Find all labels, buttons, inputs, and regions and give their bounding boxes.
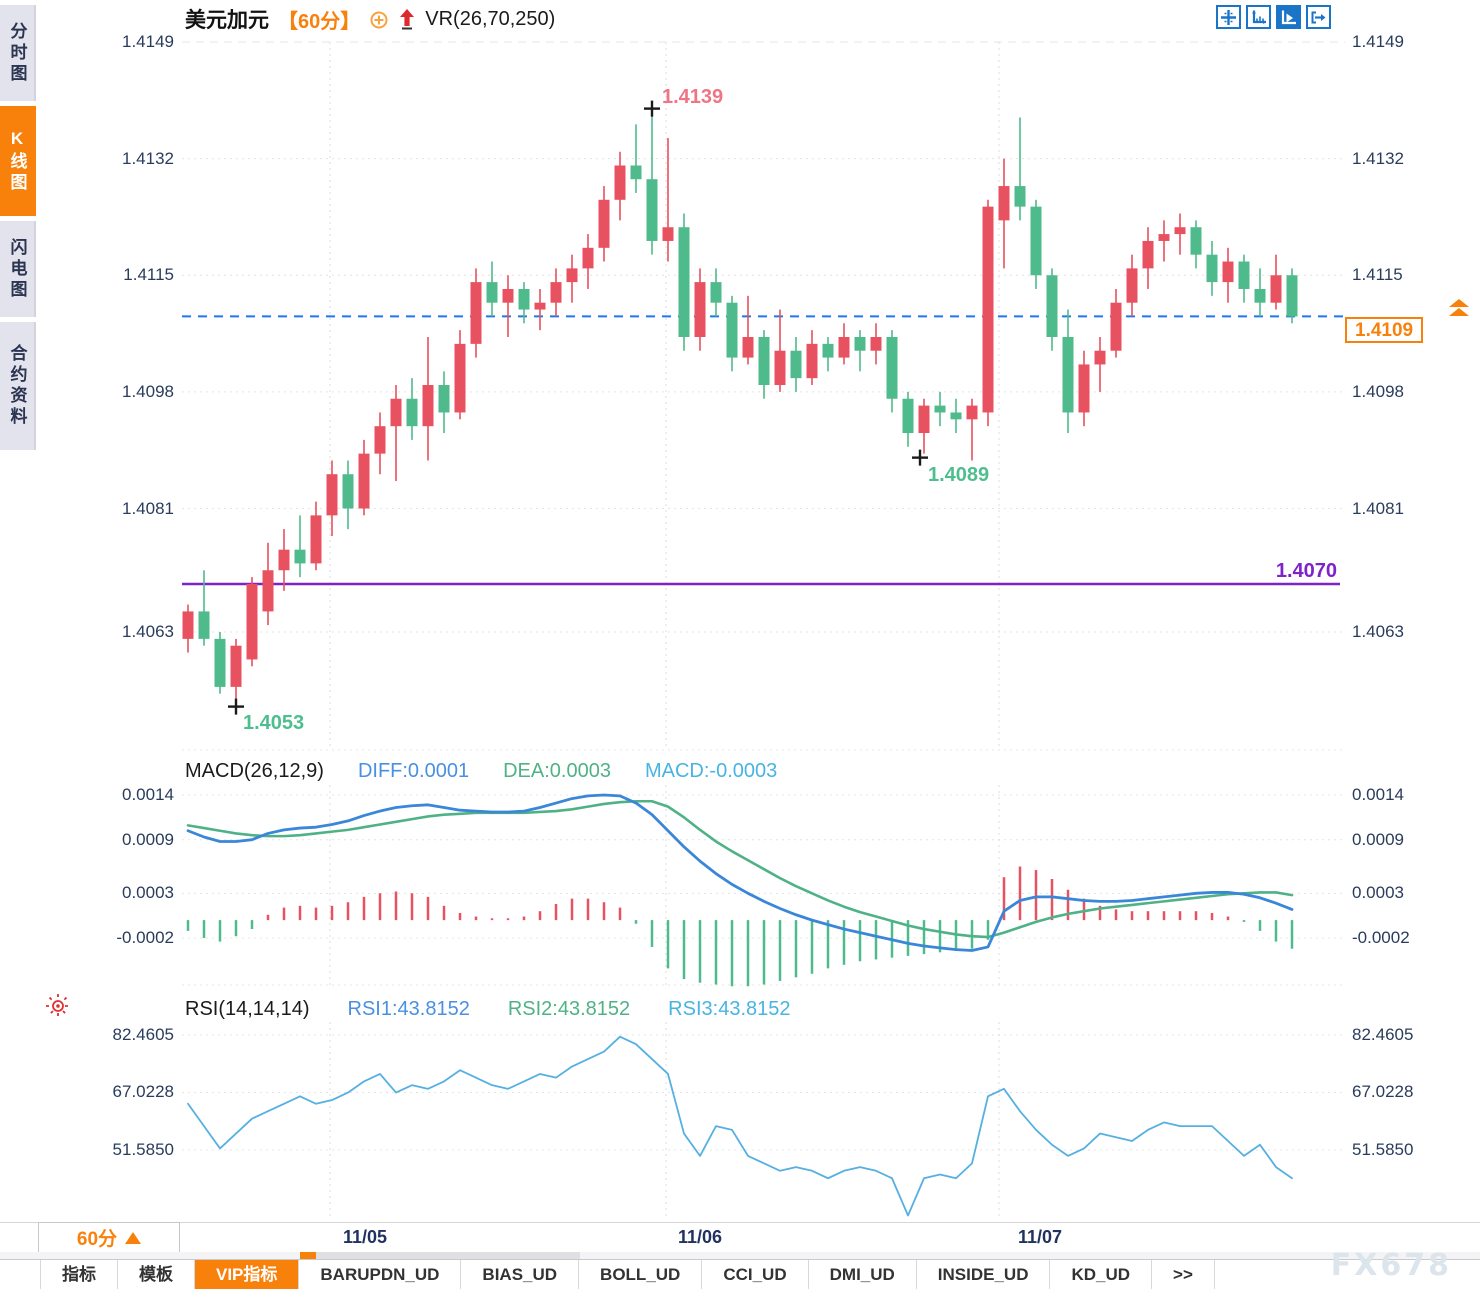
period-button[interactable]: 60分: [38, 1222, 180, 1253]
y-axis-label-right: 82.4605: [1352, 1025, 1414, 1044]
rsi-legend: RSI(14,14,14) RSI1:43.8152 RSI2:43.8152 …: [185, 998, 791, 1021]
low-price-annotation: 1.4053: [243, 712, 305, 734]
y-axis-label-left: 51.5850: [112, 1139, 174, 1159]
circle-plus-icon[interactable]: [369, 9, 389, 29]
axis-scale-icon[interactable]: [1246, 5, 1271, 29]
y-axis-label-left: 1.4115: [123, 265, 174, 285]
crosshair-pan-icon[interactable]: [1216, 5, 1241, 29]
macd-legend: MACD(26,12,9) DIFF:0.0001 DEA:0.0003 MAC…: [185, 760, 777, 783]
bottom-tab-BOLL-UD[interactable]: BOLL_UD: [579, 1260, 703, 1289]
symbol-title: 美元加元: [185, 9, 269, 32]
bottom-tab-CCI-UD[interactable]: CCI_UD: [702, 1260, 809, 1289]
macd-value: MACD:-0.0003: [644, 760, 778, 782]
y-axis-label-right: 0.0003: [1352, 883, 1404, 903]
indicator-tabbar: 指标 模板 VIP指标 BARUPDN_UD BIAS_UD BOLL_UD CCI_UD D…: [0, 1259, 1480, 1289]
bottom-tab-DMI-UD[interactable]: DMI_UD: [809, 1260, 917, 1289]
bottom-tab-BARUPDN-UD[interactable]: BARUPDN_UD: [299, 1260, 462, 1289]
y-axis-label-right: 0.0014: [1352, 785, 1404, 804]
y-axis-label-left: 1.4081: [122, 498, 174, 518]
y-axis-label-right: 51.5850: [1352, 1139, 1414, 1159]
y-axis-label-right: 1.4081: [1352, 498, 1404, 518]
exit-panel-icon[interactable]: [1306, 5, 1331, 29]
y-axis-label-left: 1.4149: [122, 32, 174, 51]
bottom-tab-KD-UD[interactable]: KD_UD: [1050, 1260, 1153, 1289]
xaxis-date-1: 11/05: [342, 1227, 388, 1247]
chart-canvas[interactable]: [0, 0, 1480, 1252]
period-button-label: 60分: [76, 1229, 118, 1250]
bottom-tab-指标[interactable]: 指标: [40, 1260, 118, 1289]
support-line-label: 1.4070: [1275, 560, 1337, 582]
high-price-annotation: 1.4139: [662, 86, 724, 108]
bottom-tab-模板[interactable]: 模板: [118, 1260, 195, 1289]
y-axis-label-right: 0.0009: [1352, 829, 1404, 849]
y-axis-label-left: -0.0002: [116, 928, 174, 947]
period-tag[interactable]: 【60分】: [278, 10, 361, 33]
rsi-title: RSI(14,14,14): [185, 998, 310, 1020]
scrollbar-thumb[interactable]: [316, 1252, 580, 1259]
y-axis-label-right: 1.4149: [1352, 32, 1404, 51]
bottom-tab-BIAS-UD[interactable]: BIAS_UD: [461, 1260, 580, 1289]
indicator-label[interactable]: VR(26,70,250): [425, 7, 556, 30]
arrow-up-icon: [398, 8, 416, 30]
y-axis-label-right: 1.4098: [1352, 381, 1404, 401]
y-axis-label-left: 1.4063: [122, 622, 174, 641]
y-axis-label-right: 67.0228: [1352, 1082, 1414, 1102]
price-up-arrows-icon: [1449, 299, 1469, 317]
axis-play-icon[interactable]: [1276, 5, 1301, 29]
macd-diff-value: DIFF:0.0001: [357, 760, 470, 782]
y-axis-label-right: -0.0002: [1352, 928, 1410, 947]
rsi1-value: RSI1:43.8152: [347, 998, 470, 1020]
sidebar-item-contract-info[interactable]: 合约资料: [0, 322, 36, 450]
y-axis-label-left: 82.4605: [112, 1025, 174, 1044]
xaxis-date-2: 11/06: [677, 1227, 723, 1247]
swing-low-annotation: 1.4089: [928, 464, 990, 486]
y-axis-label-right: 1.4063: [1352, 622, 1404, 641]
y-axis-label-left: 67.0228: [112, 1082, 174, 1102]
y-axis-label-left: 0.0014: [122, 785, 174, 804]
sun-indicator-icon[interactable]: [44, 992, 72, 1025]
rsi3-value: RSI3:43.8152: [668, 998, 791, 1020]
current-price-badge: 1.4109: [1345, 317, 1423, 343]
bottom-tab-VIP指标[interactable]: VIP指标: [195, 1260, 300, 1289]
horizontal-scrollbar[interactable]: [0, 1252, 1480, 1259]
y-axis-label-right: 1.4115: [1352, 265, 1403, 285]
chart-header: 美元加元 【60分】 VR(26,70,250): [185, 4, 555, 34]
y-axis-label-left: 1.4132: [122, 148, 174, 168]
watermark: FX678: [1330, 1248, 1452, 1283]
y-axis-label-right: 1.4132: [1352, 148, 1404, 168]
sidebar-item-kline[interactable]: K线图: [0, 106, 36, 216]
sidebar-item-timeshare[interactable]: 分时图: [0, 5, 36, 101]
xaxis-row: 60分 11/05 11/06 11/07: [0, 1222, 1480, 1253]
bottom-tab-INSIDE-UD[interactable]: INSIDE_UD: [917, 1260, 1051, 1289]
xaxis-date-3: 11/07: [1017, 1227, 1063, 1247]
y-axis-label-left: 1.4098: [122, 381, 174, 401]
bottom-tab->>[interactable]: >>: [1152, 1260, 1215, 1289]
rsi2-value: RSI2:43.8152: [507, 998, 631, 1020]
scrollbar-orange-marker: [300, 1252, 316, 1259]
chart-toolbar: [1216, 5, 1331, 29]
y-axis-label-left: 0.0009: [122, 829, 174, 849]
sidebar: 分时图 K线图 闪电图 合约资料: [0, 0, 38, 455]
triangle-up-icon: [125, 1231, 142, 1244]
sidebar-item-lightning[interactable]: 闪电图: [0, 221, 36, 317]
y-axis-label-left: 0.0003: [122, 883, 174, 903]
macd-title: MACD(26,12,9): [185, 760, 324, 782]
macd-dea-value: DEA:0.0003: [503, 760, 611, 782]
